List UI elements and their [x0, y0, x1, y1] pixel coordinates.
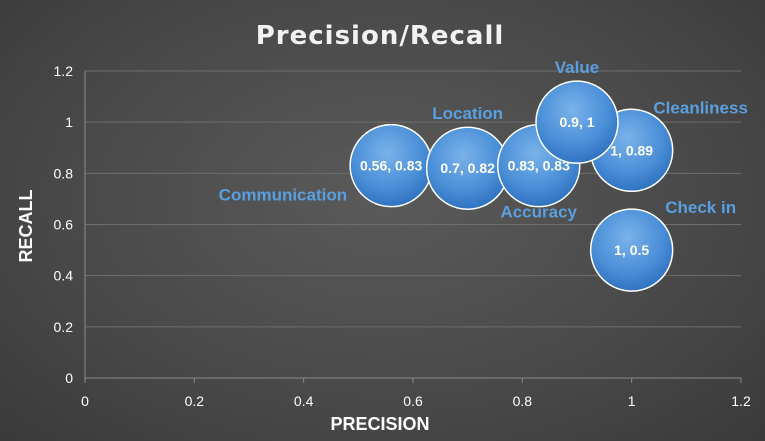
bubble-value-label: 0.83, 0.83 [508, 158, 570, 174]
y-tick-label: 0.2 [54, 319, 74, 335]
bubble-value-label: 0.7, 0.82 [440, 160, 495, 176]
bubble-name-check-in: Check in [665, 198, 736, 217]
bubble-value-label: 1, 0.5 [614, 242, 649, 258]
x-axis-ticks: 0 0.2 0.4 0.6 0.8 1 1.2 [81, 393, 751, 409]
bubble-name-value: Value [555, 58, 599, 77]
y-tick-label: 0 [65, 370, 73, 386]
bubble-value [535, 80, 619, 164]
x-tick-label: 0.6 [403, 393, 423, 409]
x-tick-label: 0.8 [513, 393, 533, 409]
bubble-name-cleanliness: Cleanliness [653, 98, 748, 117]
gridlines [85, 70, 741, 328]
chart-title: Precision/Recall [256, 21, 505, 51]
y-axis-ticks: 0 0.2 0.4 0.6 0.8 1 1.2 [54, 63, 74, 386]
bubble-name-accuracy: Accuracy [500, 203, 577, 222]
bubbles: 0.56, 0.83 0.7, 0.82 0.83, 0.83 1, 0.89 0.9,… [349, 80, 674, 292]
x-tick-label: 0.4 [294, 393, 314, 409]
bubble-name-location: Location [432, 104, 503, 123]
y-tick-label: 0.8 [54, 165, 74, 181]
bubble-value-label: 0.56, 0.83 [360, 158, 422, 174]
axes [84, 71, 742, 383]
y-tick-label: 0.6 [54, 217, 74, 233]
x-tick-label: 1 [628, 393, 636, 409]
bubble-name-communication: Communication [219, 186, 347, 205]
y-tick-label: 1 [65, 114, 73, 130]
bubble-check-in [589, 208, 674, 292]
x-tick-label: 1.2 [731, 393, 751, 409]
y-tick-label: 1.2 [54, 63, 74, 79]
bubble-value-label: 1, 0.89 [610, 142, 653, 158]
x-axis-title: PRECISION [330, 414, 429, 434]
y-tick-label: 0.4 [54, 268, 74, 284]
x-tick-label: 0.2 [185, 393, 205, 409]
bubble-value-label: 0.9, 1 [559, 114, 594, 130]
bubble-name-labels: Communication Location Accuracy Cleanliness… [219, 58, 748, 221]
y-axis-title: RECALL [16, 190, 36, 263]
x-tick-label: 0 [81, 393, 89, 409]
